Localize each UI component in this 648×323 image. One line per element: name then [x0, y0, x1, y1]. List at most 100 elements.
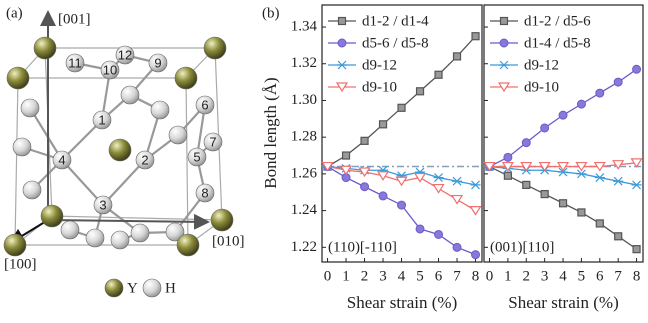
- y-atom: [41, 205, 63, 227]
- legend-marker: [500, 39, 508, 47]
- atom-label: 1: [98, 112, 105, 127]
- atom-label: 10: [103, 62, 117, 77]
- x-axis-label: Shear strain (%): [347, 293, 457, 312]
- marker: [378, 172, 388, 180]
- y-tick-label: 1.30: [291, 92, 317, 108]
- atom-label: 8: [201, 185, 208, 200]
- marker: [417, 88, 424, 95]
- legend-label: d9-10: [524, 79, 559, 95]
- marker: [541, 124, 549, 132]
- marker: [613, 177, 623, 185]
- marker: [398, 104, 405, 111]
- atom-label: 6: [201, 97, 208, 112]
- y-tick-label: 1.22: [291, 239, 317, 255]
- marker: [452, 177, 462, 185]
- marker: [453, 243, 461, 251]
- y-tick-label: 1.26: [291, 165, 318, 181]
- atom-label: 2: [141, 152, 148, 167]
- h-atom: [151, 101, 169, 119]
- x-tick-label: 3: [541, 268, 549, 284]
- marker: [361, 183, 369, 191]
- marker: [615, 233, 622, 240]
- h-atom: [21, 99, 39, 117]
- legend-y-atom: [105, 279, 123, 297]
- legend-label: d9-12: [524, 57, 559, 73]
- marker: [398, 201, 406, 209]
- marker: [343, 152, 350, 159]
- marker: [435, 71, 442, 78]
- y-atom: [34, 37, 56, 59]
- marker: [595, 174, 605, 182]
- atom-label: 3: [99, 197, 106, 212]
- x-tick-label: 1: [504, 268, 512, 284]
- marker: [596, 89, 604, 97]
- marker: [379, 192, 387, 200]
- marker: [596, 220, 603, 227]
- legend-label: d1-2 / d1-4: [362, 13, 429, 29]
- annotation: (001)[110]: [490, 239, 554, 255]
- legend-marker: [339, 18, 346, 25]
- y-tick-label: 1.32: [291, 55, 317, 71]
- h-atom: [121, 86, 139, 104]
- x-tick-label: 0: [486, 268, 494, 284]
- marker: [560, 200, 567, 207]
- y-atom: [7, 67, 29, 89]
- atom-labels: 123456789101112: [53, 46, 222, 214]
- legend-label: d5-6 / d5-8: [362, 35, 429, 51]
- figure: (a) (b) 123456789101112 [001] [010] [100…: [0, 0, 648, 323]
- marker: [578, 209, 585, 216]
- legend-marker: [501, 18, 508, 25]
- legend-label: d9-12: [362, 57, 397, 73]
- h-atom: [86, 229, 104, 247]
- x-axis-label: Shear strain (%): [508, 293, 618, 312]
- axis-direction: [010]: [212, 233, 245, 249]
- h-atom: [131, 224, 149, 242]
- y-atom: [211, 209, 233, 231]
- legend-label: d1-2 / d5-6: [524, 13, 591, 29]
- x-tick-label: 6: [596, 268, 604, 284]
- marker: [434, 174, 444, 182]
- panel-label: (b): [262, 5, 280, 21]
- legend-label: d9-10: [362, 79, 397, 95]
- marker: [361, 137, 368, 144]
- marker: [471, 207, 481, 215]
- y-atom: [175, 67, 197, 89]
- marker: [471, 181, 481, 189]
- x-tick-label: 3: [379, 268, 387, 284]
- h-atom: [61, 221, 79, 239]
- atom-label: 4: [58, 152, 65, 167]
- legend-label: H: [165, 280, 176, 296]
- atom-label: 5: [193, 149, 200, 164]
- axis-direction: [001]: [58, 11, 91, 27]
- marker: [435, 230, 443, 238]
- x-tick-label: 7: [453, 268, 461, 284]
- atom-label: 11: [68, 55, 82, 70]
- marker: [633, 246, 640, 253]
- atom-label: 7: [209, 134, 216, 149]
- marker: [472, 251, 480, 259]
- x-tick-label: 4: [398, 268, 406, 284]
- h-atom: [169, 126, 187, 144]
- legend-marker: [338, 39, 346, 47]
- legend-label: d1-4 / d5-8: [524, 35, 591, 51]
- x-tick-label: 2: [523, 268, 531, 284]
- y-atom: [4, 234, 26, 256]
- x-tick-label: 1: [342, 268, 350, 284]
- h-atom: [13, 138, 31, 156]
- x-tick-label: 2: [361, 268, 369, 284]
- h-atom: [111, 231, 129, 249]
- x-tick-label: 4: [559, 268, 567, 284]
- legend-label: Y: [127, 280, 138, 296]
- marker: [614, 78, 622, 86]
- marker: [577, 100, 585, 108]
- atom-label: 9: [154, 55, 161, 70]
- marker: [454, 53, 461, 60]
- marker: [559, 111, 567, 119]
- y-atom: [109, 139, 131, 161]
- x-tick-label: 8: [472, 268, 480, 284]
- marker: [522, 139, 530, 147]
- legend-marker: [337, 61, 347, 69]
- y-tick-label: 1.24: [291, 202, 318, 218]
- marker: [632, 181, 642, 189]
- marker: [416, 225, 424, 233]
